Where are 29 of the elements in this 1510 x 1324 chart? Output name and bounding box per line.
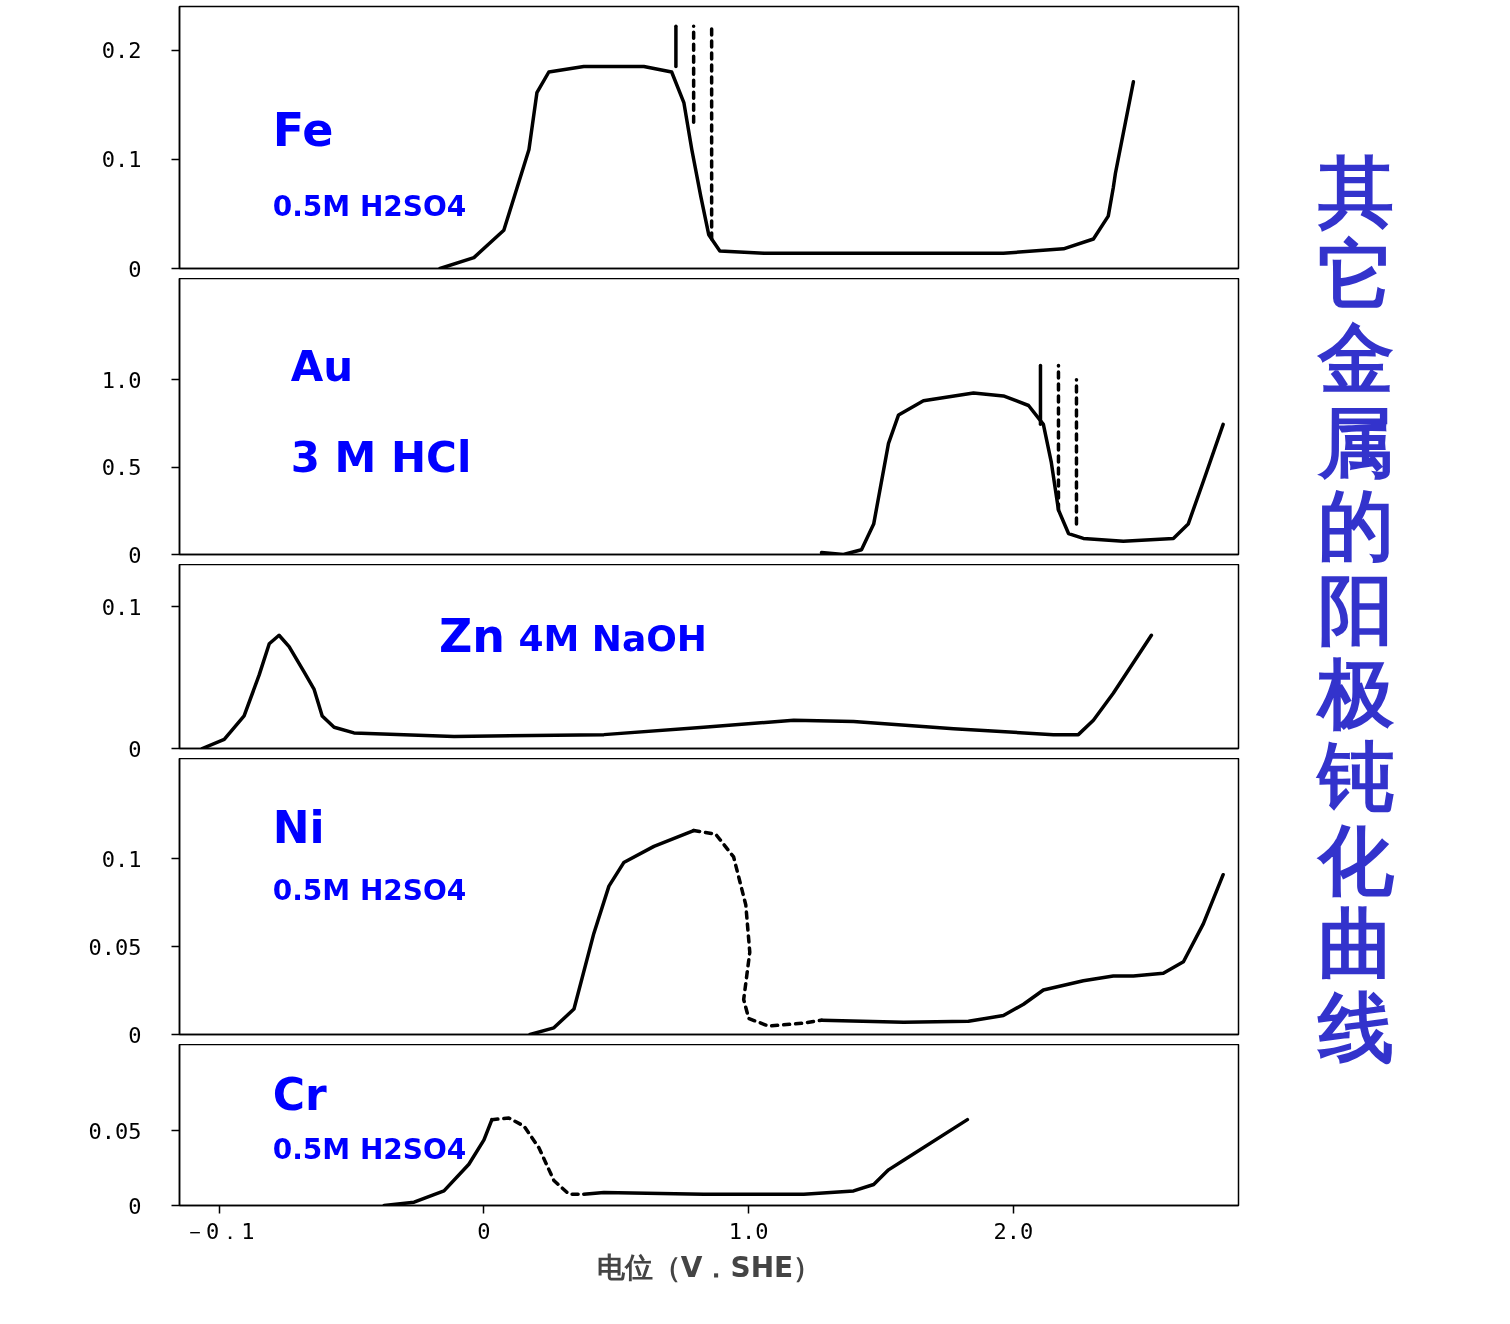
annotation: Au	[290, 342, 354, 392]
annotation: 3 M HCl	[290, 433, 472, 483]
x-tick-label: 2.0	[993, 1218, 1034, 1244]
annotation: Fe	[272, 102, 334, 157]
annotation: 0.5M H2SO4	[272, 190, 467, 224]
annotation: Ni	[272, 802, 325, 853]
y-tick-label: 0	[128, 1193, 142, 1219]
y-tick-label: 0.05	[88, 934, 142, 960]
x-tick-label: －0．1	[183, 1218, 255, 1244]
x-axis-title: 电位（V．SHE）	[596, 1250, 822, 1284]
y-tick-label: 0	[128, 1022, 142, 1048]
y-tick-label: 0.1	[101, 147, 142, 173]
y-tick-label: 0.05	[88, 1118, 142, 1144]
annotation: 4M NaOH	[518, 617, 707, 659]
y-tick-label: 0	[128, 256, 142, 282]
y-tick-label: 1.0	[101, 367, 142, 393]
annotation: 0.5M H2SO4	[272, 1132, 467, 1166]
annotation: Zn	[438, 609, 506, 664]
y-tick-label: 0.1	[101, 594, 142, 620]
annotation: Cr	[272, 1068, 327, 1120]
annotation: 0.5M H2SO4	[272, 874, 467, 908]
x-tick-label: 0	[477, 1218, 491, 1244]
y-tick-label: 0.2	[101, 38, 142, 64]
y-tick-label: 0.1	[101, 846, 142, 872]
y-tick-label: 0	[128, 542, 142, 568]
y-tick-label: 0.5	[101, 455, 142, 481]
x-tick-label: 1.0	[728, 1218, 769, 1244]
y-tick-label: 0	[128, 736, 142, 762]
chart-title: 其它金属的阳极钝化曲线	[1318, 147, 1394, 1072]
